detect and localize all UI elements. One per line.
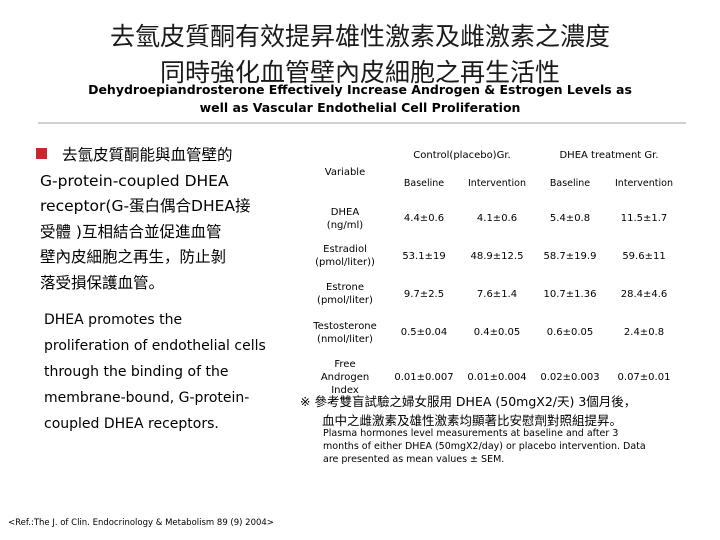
table-row: Estrone (pmol/liter) 9.7±2.5 7.6±1.4 10.…: [301, 275, 683, 313]
table-row: Free Androgen Index 0.01±0.007 0.01±0.00…: [301, 352, 683, 402]
cell-value: 2.4±0.8: [623, 327, 665, 338]
cell-value: 5.4±0.8: [549, 213, 591, 224]
cell-value: 0.01±0.007: [394, 371, 454, 383]
row-variable: Free Androgen Index: [320, 358, 370, 396]
row-variable: DHEA (ng/ml): [326, 206, 364, 231]
dhea-group-header: DHEA treatment Gr.: [559, 149, 659, 161]
cell-value: 11.5±1.7: [620, 213, 668, 224]
cell-value: 0.02±0.003: [540, 371, 600, 383]
table-sub-header-row: Baseline Intervention Baseline Intervent…: [301, 166, 683, 200]
title-english-line2: well as Vascular Endothelial Cell Prolif…: [199, 100, 521, 115]
table-group-header-row: Variable Control(placebo)Gr. DHEA treatm…: [301, 144, 683, 179]
cell-value: 4.4±0.6: [403, 213, 445, 224]
sub-header-control-baseline: Baseline: [403, 177, 445, 189]
note-english: Plasma hormones level measurements at ba…: [323, 428, 646, 465]
cell-value: 4.1±0.6: [476, 213, 518, 224]
title-chinese-line2: 同時強化血管壁內皮細胞之再生活性: [159, 58, 560, 87]
cell-value: 58.7±19.9: [543, 250, 597, 262]
body-english-text: DHEA promotes the proliferation of endot…: [44, 312, 266, 432]
cell-value: 59.6±11: [622, 250, 666, 262]
sub-header-dhea-intervention: Intervention: [615, 177, 673, 189]
cell-value: 48.9±12.5: [470, 250, 524, 262]
cell-value: 0.07±0.01: [617, 371, 671, 383]
row-variable: Estrone (pmol/liter): [317, 282, 373, 306]
cell-value: 0.4±0.05: [473, 327, 521, 338]
cell-value: 10.7±1.36: [543, 288, 597, 300]
cell-value: 28.4±4.6: [620, 288, 668, 300]
cell-value: 7.6±1.4: [476, 288, 518, 300]
cell-value: 9.7±2.5: [403, 288, 445, 300]
cell-value: 0.6±0.05: [546, 327, 594, 338]
table-row: Testosterone (nmol/liter) 0.5±0.04 0.4±0…: [301, 313, 683, 352]
note-chinese: ※ 參考雙盲試驗之婦女服用 DHEA (50mgX2/天) 3個月後， 血中之雌…: [300, 392, 690, 430]
variable-header: Variable: [324, 167, 366, 178]
table-row: Estradiol (pmol/liter)) 53.1±19 48.9±12.…: [301, 237, 683, 275]
row-variable: Testosterone (nmol/liter): [313, 320, 377, 345]
body-chinese-text: 去氫皮質酮能與血管壁的 G-protein-coupled DHEA recep…: [40, 146, 251, 292]
note-chinese-line2: 血中之雌激素及雄性激素均顯著比安慰劑對照組提昇。: [322, 413, 623, 428]
control-group-header: Control(placebo)Gr.: [413, 149, 511, 161]
note-chinese-line1: ※ 參考雙盲試驗之婦女服用 DHEA (50mgX2/天) 3個月後，: [300, 394, 637, 409]
bullet-square-icon: [36, 148, 47, 159]
cell-value: 53.1±19: [402, 250, 446, 262]
title-chinese-line1: 去氫皮質酮有效提昇雄性激素及雌激素之濃度: [109, 22, 610, 51]
sub-header-control-intervention: Intervention: [468, 177, 526, 189]
row-variable: Estradiol (pmol/liter)): [315, 244, 375, 268]
sub-header-dhea-baseline: Baseline: [549, 177, 591, 189]
cell-value: 0.01±0.004: [467, 371, 527, 383]
title-divider: [38, 122, 686, 124]
cell-value: 0.5±0.04: [400, 327, 448, 338]
title-english-line1: Dehydroepiandrosterone Effectively Incre…: [88, 82, 632, 97]
reference-citation: <Ref.:The J. of Clin. Endocrinology & Me…: [8, 518, 274, 528]
table-row: DHEA (ng/ml) 4.4±0.6 4.1±0.6 5.4±0.8 11.…: [301, 200, 683, 237]
hormone-table: Variable Control(placebo)Gr. DHEA treatm…: [301, 144, 683, 402]
